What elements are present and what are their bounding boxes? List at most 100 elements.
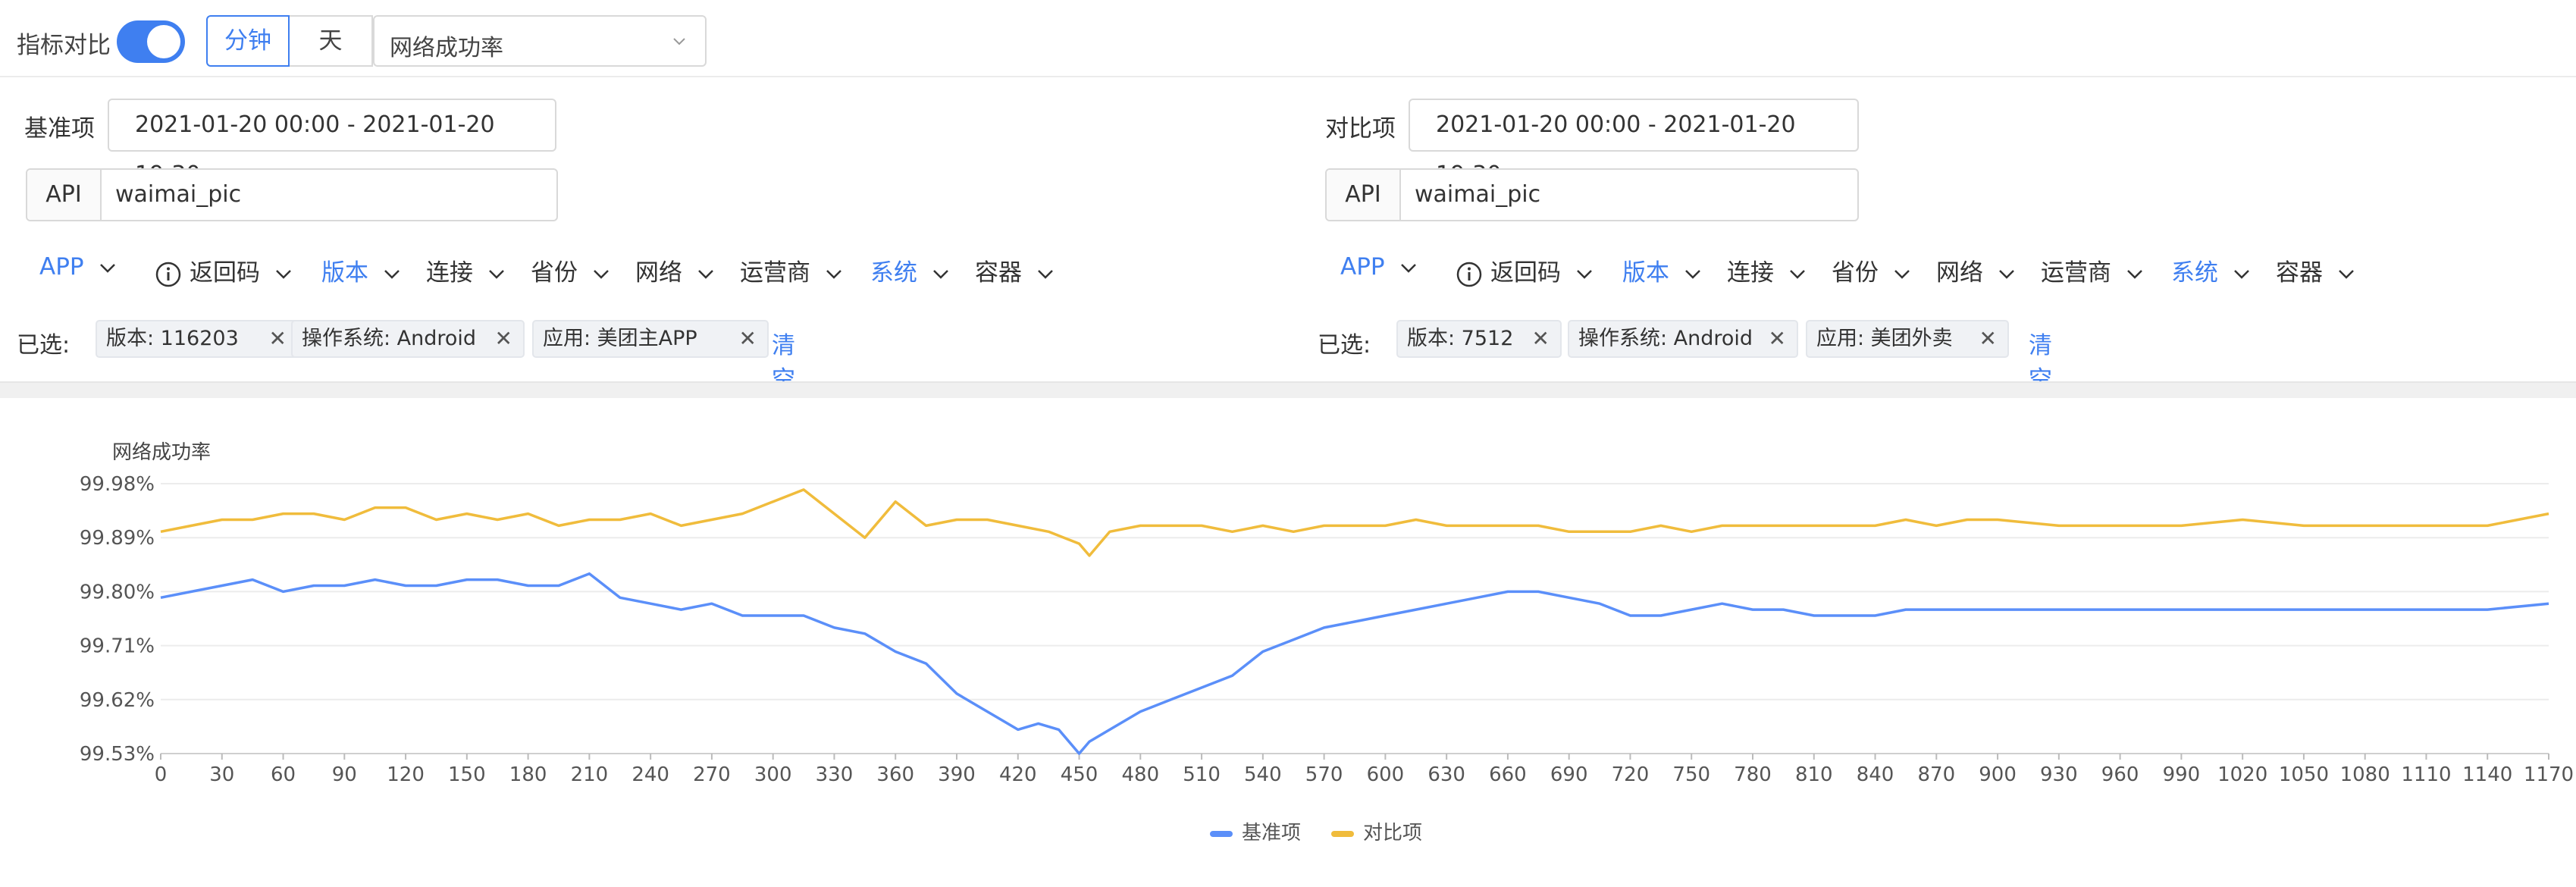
chevron-down-icon xyxy=(1038,269,1053,279)
legend-item-base[interactable]: 基准项 xyxy=(1210,817,1301,845)
top-toolbar: 指标对比 分钟 天 网络成功率 xyxy=(0,0,2576,77)
x-tick-label: 1050 xyxy=(2279,763,2329,786)
close-icon[interactable]: ✕ xyxy=(738,326,757,351)
chevron-down-icon xyxy=(1790,269,1805,279)
close-icon[interactable]: ✕ xyxy=(1768,326,1786,351)
compare-api-input[interactable]: API waimai_pic xyxy=(1325,168,1859,221)
x-tick-label: 150 xyxy=(448,763,486,786)
x-tick-label: 510 xyxy=(1183,763,1221,786)
close-icon[interactable]: ✕ xyxy=(268,326,287,351)
compare-label: 对比项 xyxy=(1325,115,1396,143)
filter-system[interactable]: 系统 xyxy=(2171,253,2250,287)
x-tick-label: 480 xyxy=(1121,763,1159,786)
close-icon[interactable]: ✕ xyxy=(1531,326,1550,351)
chevron-down-icon xyxy=(276,269,291,279)
selected-tag: 应用: 美团外卖 ✕ xyxy=(1806,320,2009,358)
filter-system[interactable]: 系统 xyxy=(870,253,949,287)
filter-connection[interactable]: 连接 xyxy=(1727,253,1806,287)
chevron-down-icon xyxy=(1999,269,2014,279)
legend-item-compare[interactable]: 对比项 xyxy=(1331,817,1422,845)
x-tick-label: 570 xyxy=(1305,763,1343,786)
filter-app[interactable]: APP xyxy=(1340,253,1417,281)
x-tick-label: 360 xyxy=(876,763,914,786)
filter-carrier[interactable]: 运营商 xyxy=(740,253,842,287)
close-icon[interactable]: ✕ xyxy=(494,326,512,351)
info-icon xyxy=(1456,262,1482,287)
x-tick-label: 240 xyxy=(631,763,669,786)
x-tick-label: 810 xyxy=(1795,763,1833,786)
filter-province[interactable]: 省份 xyxy=(531,253,610,287)
filter-return-code[interactable]: 返回码 xyxy=(1456,253,1593,288)
granularity-minute-button[interactable]: 分钟 xyxy=(206,15,290,67)
y-tick-label: 99.71% xyxy=(80,635,155,658)
chevron-down-icon xyxy=(1894,269,1910,279)
x-tick-label: 870 xyxy=(1917,763,1955,786)
selected-tag: 应用: 美团主APP ✕ xyxy=(532,320,769,358)
x-tick-label: 720 xyxy=(1612,763,1650,786)
x-tick-label: 840 xyxy=(1857,763,1894,786)
filter-network[interactable]: 网络 xyxy=(635,253,714,287)
base-api-input[interactable]: API waimai_pic xyxy=(26,168,558,221)
legend-swatch xyxy=(1210,830,1233,837)
legend-label: 对比项 xyxy=(1363,822,1423,845)
selected-label: 已选: xyxy=(17,332,71,359)
toggle-knob xyxy=(147,25,180,58)
x-tick-label: 1170 xyxy=(2524,763,2574,786)
x-tick-label: 60 xyxy=(271,763,296,786)
chevron-down-icon xyxy=(2127,269,2142,279)
granularity-day-button[interactable]: 天 xyxy=(288,15,373,67)
x-tick-label: 1080 xyxy=(2340,763,2390,786)
x-tick-label: 450 xyxy=(1061,763,1098,786)
api-value: waimai_pic xyxy=(115,181,242,208)
chevron-down-icon xyxy=(1685,269,1700,279)
close-icon[interactable]: ✕ xyxy=(1979,326,1997,351)
chevron-down-icon xyxy=(1577,269,1592,279)
filter-province[interactable]: 省份 xyxy=(1832,253,1910,287)
chevron-down-icon xyxy=(2339,269,2354,279)
chart-y-axis-label: 网络成功率 xyxy=(112,441,212,464)
filter-return-code[interactable]: 返回码 xyxy=(155,253,292,288)
x-tick-label: 270 xyxy=(693,763,731,786)
x-tick-label: 900 xyxy=(1979,763,2017,786)
x-tick-label: 1020 xyxy=(2217,763,2267,786)
api-value: waimai_pic xyxy=(1415,181,1541,208)
x-tick-label: 630 xyxy=(1427,763,1465,786)
x-tick-label: 90 xyxy=(332,763,357,786)
y-tick-label: 99.53% xyxy=(80,743,155,766)
section-divider xyxy=(0,381,2576,398)
filter-container[interactable]: 容器 xyxy=(2276,253,2355,287)
filter-connection[interactable]: 连接 xyxy=(426,253,505,287)
legend-label: 基准项 xyxy=(1242,822,1302,845)
x-tick-label: 960 xyxy=(2101,763,2139,786)
base-date-range-input[interactable]: 2021-01-20 00:00 - 2021-01-20 19:30 xyxy=(108,99,556,188)
api-prefix: API xyxy=(1327,170,1401,220)
series-line-compare xyxy=(160,488,2549,557)
x-tick-label: 780 xyxy=(1734,763,1772,786)
chevron-down-icon xyxy=(384,269,400,279)
x-tick-label: 30 xyxy=(209,763,234,786)
x-tick-label: 930 xyxy=(2040,763,2078,786)
chevron-down-icon xyxy=(933,269,948,279)
filter-carrier[interactable]: 运营商 xyxy=(2041,253,2143,287)
metric-select[interactable]: 网络成功率 xyxy=(373,15,707,67)
y-tick-label: 99.62% xyxy=(80,689,155,712)
x-tick-label: 420 xyxy=(999,763,1037,786)
chevron-down-icon xyxy=(698,269,713,279)
chevron-down-icon xyxy=(2234,269,2249,279)
compare-label: 指标对比 xyxy=(17,32,111,59)
chevron-down-icon xyxy=(594,269,609,279)
x-tick-label: 390 xyxy=(938,763,976,786)
filter-app[interactable]: APP xyxy=(39,253,116,281)
filter-container[interactable]: 容器 xyxy=(975,253,1054,287)
filter-version[interactable]: 版本 xyxy=(1622,253,1701,287)
compare-toggle[interactable] xyxy=(117,20,185,63)
x-tick-label: 0 xyxy=(155,763,168,786)
x-tick-label: 690 xyxy=(1550,763,1588,786)
filter-version[interactable]: 版本 xyxy=(321,253,400,287)
x-tick-label: 180 xyxy=(509,763,547,786)
base-label: 基准项 xyxy=(24,115,95,143)
x-tick-label: 210 xyxy=(571,763,609,786)
filter-network[interactable]: 网络 xyxy=(1936,253,2015,287)
y-tick-label: 99.89% xyxy=(80,527,155,550)
